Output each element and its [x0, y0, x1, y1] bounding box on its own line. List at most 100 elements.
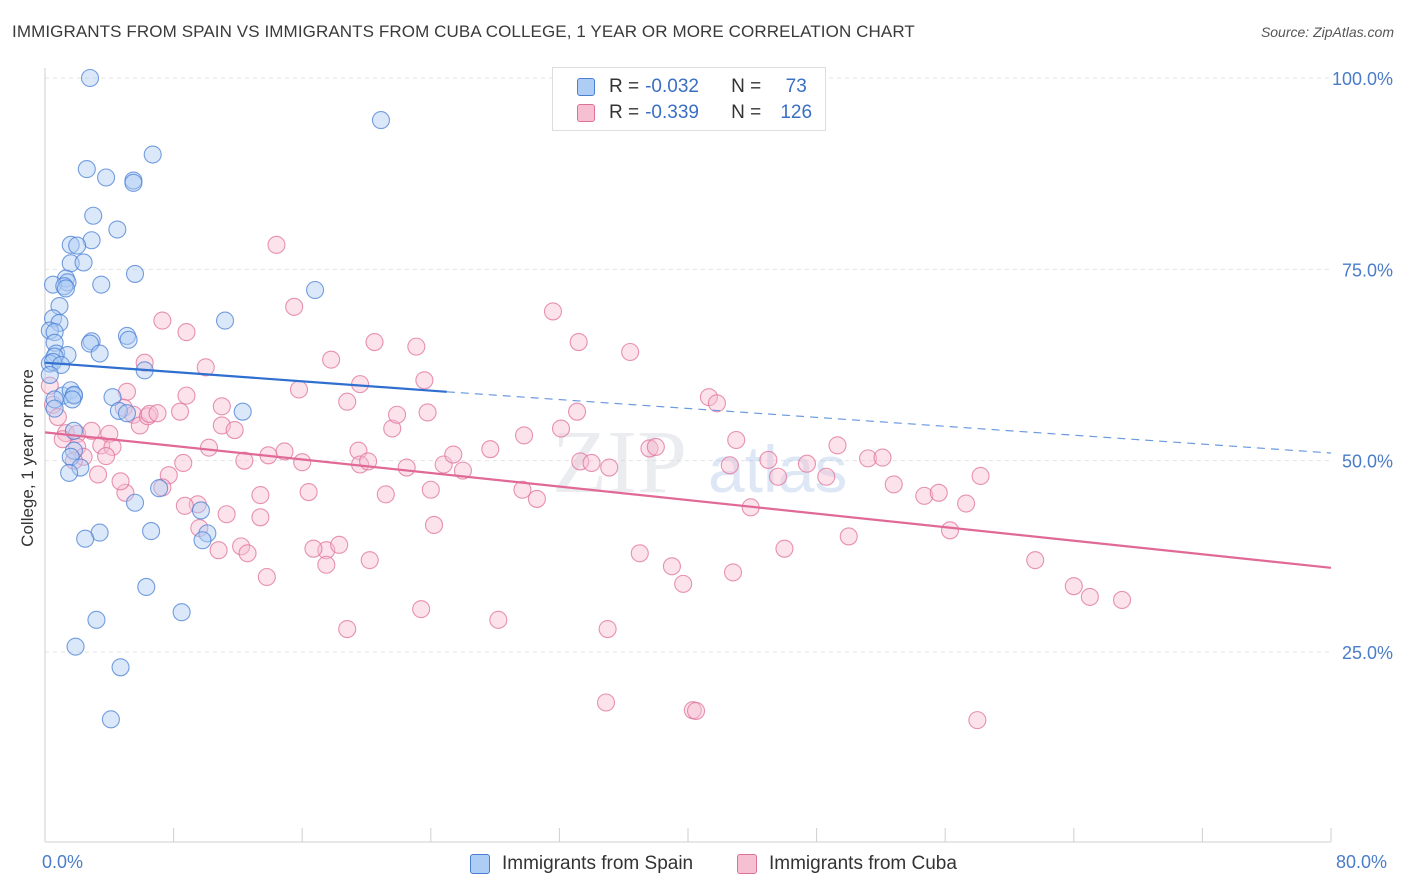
spain-n-label: N = — [731, 76, 762, 97]
y-axis-label: College, 1 year or more — [18, 369, 37, 547]
cuba-point-30 — [212, 397, 231, 416]
y-tick-label-1: 50.0% — [1342, 452, 1393, 472]
spain-point-7 — [84, 206, 103, 225]
cuba-point-116 — [858, 449, 878, 468]
cuba-point-106 — [723, 563, 743, 582]
cuba-point-109 — [759, 450, 778, 469]
cuba-point-35 — [209, 541, 228, 560]
cuba-point-41 — [116, 483, 135, 502]
cuba-point-110 — [768, 467, 788, 486]
cuba-point-75 — [421, 480, 440, 499]
cuba-point-81 — [481, 440, 500, 459]
spain-point-6 — [124, 173, 143, 192]
spain-point-49 — [117, 404, 137, 423]
spain-trend-extension — [446, 391, 1332, 454]
cuba-point-25 — [174, 453, 193, 473]
spain-point-3 — [77, 160, 96, 179]
cuba-point-65 — [360, 551, 379, 570]
spain-point-70 — [101, 710, 120, 729]
legend-row-spain: R = -0.032 N = 73 — [577, 75, 821, 99]
legend-cuba-label: Immigrants from Cuba — [769, 853, 957, 874]
cuba-point-53 — [293, 453, 312, 472]
cuba-point-7 — [82, 421, 101, 440]
cuba-point-128 — [1112, 590, 1132, 610]
cuba-point-68 — [376, 485, 395, 504]
cuba-point-43 — [267, 235, 286, 254]
cuba-n-label: N = — [731, 102, 762, 123]
cuba-point-63 — [338, 392, 357, 411]
cuba-point-85 — [489, 610, 508, 629]
spain-point-62 — [76, 529, 95, 548]
spain-point-51 — [45, 399, 64, 418]
cuba-point-114 — [828, 436, 847, 455]
cuba-point-87 — [551, 419, 571, 438]
spain-point-56 — [60, 463, 79, 482]
cuba-point-11 — [97, 447, 116, 466]
spain-point-14 — [125, 264, 145, 283]
cuba-point-71 — [397, 458, 416, 477]
cuba-point-16 — [114, 398, 133, 417]
spain-r-label: R = — [609, 76, 640, 97]
correlation-legend: R = -0.032 N = 73 R = -0.339 N = 126 — [552, 67, 826, 131]
series-legend-spain: Immigrants from Spain — [470, 852, 693, 876]
cuba-point-17 — [124, 405, 143, 424]
cuba-r-label: R = — [609, 102, 640, 123]
cuba-point-58 — [317, 555, 336, 574]
spain-point-35 — [90, 344, 109, 363]
cuba-point-34 — [217, 505, 236, 524]
cuba-point-55 — [322, 350, 341, 369]
legend-cuba-swatch — [737, 854, 757, 874]
spain-point-11 — [68, 236, 87, 255]
cuba-point-29 — [199, 438, 219, 457]
series-legend-cuba: Immigrants from Cuba — [737, 852, 957, 876]
cuba-point-124 — [971, 466, 990, 486]
cuba-point-27 — [177, 386, 196, 405]
cuba-point-115 — [839, 527, 858, 546]
cuba-point-111 — [775, 539, 794, 558]
spain-point-69 — [111, 658, 130, 677]
cuba-point-126 — [1064, 577, 1083, 596]
cuba-point-112 — [797, 454, 817, 473]
cuba-point-123 — [968, 711, 987, 730]
cuba-point-121 — [940, 521, 960, 540]
cuba-point-84 — [527, 489, 546, 508]
spain-point-46 — [63, 390, 82, 409]
cuba-point-98 — [646, 437, 665, 456]
gridlines — [45, 77, 1331, 653]
cuba-point-0 — [40, 376, 59, 395]
cuba-point-47 — [232, 537, 251, 556]
cuba-point-14 — [88, 465, 108, 484]
spain-point-29 — [119, 330, 138, 349]
x-axis-min-label: 0.0% — [42, 852, 84, 872]
cuba-point-122 — [957, 494, 976, 513]
cuba-point-60 — [338, 619, 357, 639]
cuba-point-105 — [720, 456, 739, 475]
cuba-point-77 — [412, 600, 431, 619]
spain-point-67 — [87, 610, 106, 629]
y-tick-label-2: 75.0% — [1342, 260, 1393, 280]
cuba-point-32 — [225, 421, 244, 440]
spain-point-21 — [56, 279, 75, 298]
cuba-r-value: -0.339 — [645, 102, 699, 123]
cuba-point-83 — [514, 426, 534, 445]
cuba-point-54 — [299, 482, 318, 502]
spain-point-19 — [92, 275, 111, 294]
spain-point-65 — [137, 577, 156, 596]
cuba-point-118 — [884, 475, 903, 494]
cuba-point-95 — [596, 693, 616, 712]
cuba-point-67 — [365, 332, 384, 352]
cuba-point-74 — [418, 403, 437, 422]
cuba-point-28 — [196, 358, 215, 377]
spain-point-71 — [40, 365, 59, 384]
cuba-n-value: 126 — [780, 102, 813, 123]
cuba-point-93 — [598, 619, 617, 639]
spain-point-26 — [45, 323, 64, 342]
spain-point-13 — [74, 253, 93, 272]
spain-point-24 — [50, 313, 69, 332]
spain-point-57 — [150, 479, 169, 498]
cuba-trend-line — [44, 431, 1332, 569]
cuba-point-20 — [135, 353, 154, 372]
cuba-point-100 — [674, 574, 693, 593]
